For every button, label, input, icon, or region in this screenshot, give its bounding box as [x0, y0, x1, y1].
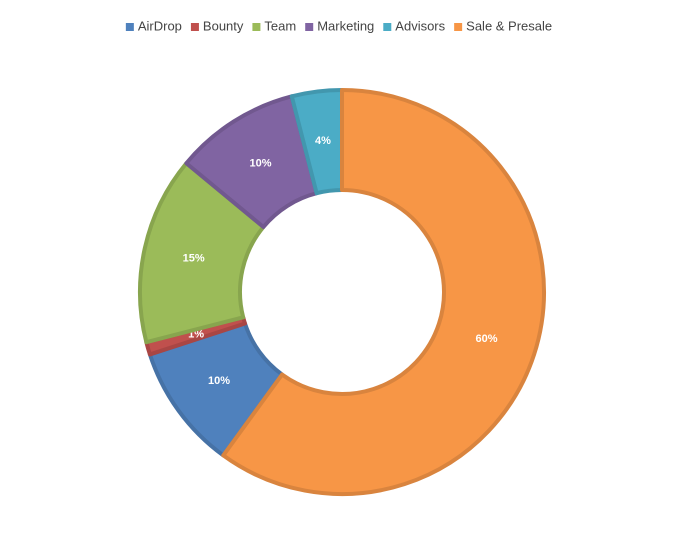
slice-label: 60%: [476, 333, 498, 345]
legend: AirDrop Bounty Team Marketing Advisors Sale &…: [125, 18, 552, 33]
legend-swatch: [454, 23, 463, 31]
legend-label: Sale & Presale: [466, 18, 552, 33]
slice-label: 4%: [315, 135, 331, 147]
legend-label: AirDrop: [138, 18, 182, 33]
legend-label: Bounty: [203, 18, 244, 33]
slice: [138, 161, 266, 345]
legend-swatch: [383, 23, 392, 31]
legend-item: Sale & Presale: [454, 18, 552, 33]
legend-label: Team: [264, 18, 296, 33]
legend-swatch: [252, 23, 261, 31]
slice-label: 15%: [183, 253, 205, 265]
slice-label: 10%: [208, 375, 230, 387]
slice-label: 10%: [250, 158, 272, 170]
legend-swatch: [305, 23, 314, 31]
legend-label: Marketing: [317, 18, 374, 33]
legend-item: Advisors: [383, 18, 446, 33]
legend-swatch: [125, 23, 134, 31]
legend-swatch: [190, 23, 199, 31]
legend-item: AirDrop: [125, 18, 182, 33]
donut: 10%1%15%10%4%60%: [138, 88, 546, 496]
legend-label: Advisors: [395, 18, 445, 33]
legend-item: Marketing: [305, 18, 374, 33]
legend-item: Team: [252, 18, 296, 33]
legend-item: Bounty: [190, 18, 244, 33]
slice: [221, 88, 546, 496]
